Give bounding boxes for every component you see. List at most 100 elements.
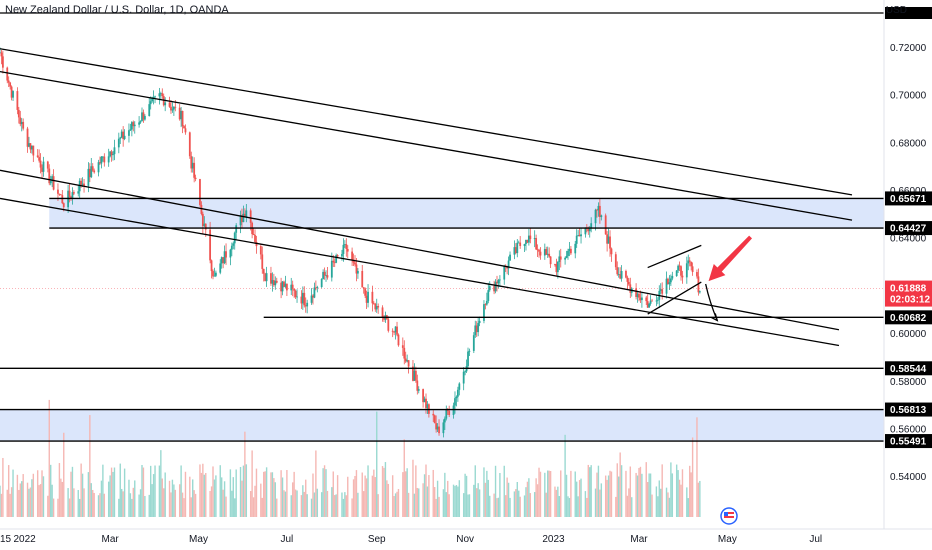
candle-body: [275, 280, 278, 283]
candle-body: [498, 279, 501, 281]
volume-bar: [19, 483, 21, 517]
candle: [564, 256, 567, 265]
volume-bar: [0, 485, 1, 517]
level-badge-3: 0.58544: [885, 361, 932, 376]
x-tick-label: Mar: [630, 534, 648, 545]
volume-bar: [618, 476, 620, 517]
candle: [36, 149, 39, 158]
candle: [61, 189, 64, 205]
candle: [493, 280, 496, 295]
candle: [171, 102, 174, 113]
candle: [559, 248, 562, 268]
candle-body: [304, 305, 307, 307]
candle-body: [584, 227, 587, 235]
candle: [97, 159, 100, 177]
volume-bar: [554, 486, 556, 517]
volume-bar: [184, 471, 187, 517]
candle: [442, 419, 445, 438]
candle-body: [588, 228, 591, 232]
candle: [610, 247, 613, 262]
candle-body: [49, 181, 52, 184]
volume-bar: [293, 471, 295, 517]
candle: [681, 270, 684, 284]
volume-bar: [699, 480, 701, 517]
candle-body: [0, 52, 3, 57]
candle: [242, 205, 245, 223]
candle: [372, 301, 375, 305]
candle: [265, 266, 268, 287]
candle: [536, 244, 539, 258]
candle-body: [171, 109, 174, 111]
volume-bar: [315, 450, 317, 517]
candle: [383, 315, 385, 322]
price-axis[interactable]: 0.720000.700000.680000.660000.640000.620…: [890, 43, 927, 483]
volume-bar: [651, 494, 653, 517]
y-tick-label: 0.64000: [890, 234, 927, 245]
volume-bar: [645, 462, 647, 517]
volume-bar: [320, 492, 323, 517]
candle-body: [107, 156, 110, 163]
volume-bar: [99, 493, 101, 517]
volume-bar: [405, 471, 407, 517]
volume-bar: [384, 462, 387, 517]
candle-body: [259, 246, 262, 255]
candle-body: [538, 249, 540, 252]
volume-bar: [597, 465, 600, 517]
candle: [529, 227, 532, 244]
candle-body: [435, 423, 438, 430]
volume-bar: [371, 475, 374, 517]
volume-bar: [223, 481, 226, 517]
volume-bar: [38, 485, 40, 517]
candle-body: [497, 280, 500, 284]
volume-bar: [281, 477, 284, 517]
candle-body: [456, 389, 459, 397]
time-axis[interactable]: 15 2022 Mar May Jul Sep Nov 2023 Mar May Jul: [0, 534, 822, 545]
volume-bar: [68, 498, 71, 517]
candle-body: [536, 249, 539, 251]
flag-icon[interactable]: [720, 507, 738, 525]
candle-body: [635, 288, 638, 298]
volume-bar: [686, 487, 688, 517]
candle: [539, 247, 542, 260]
candle: [507, 256, 510, 276]
volume-bar: [71, 466, 74, 517]
candle-body: [71, 192, 74, 199]
candle: [640, 292, 643, 308]
candle-body: [190, 156, 193, 169]
volume-bar: [200, 472, 203, 517]
candle: [680, 265, 682, 281]
candle-body: [517, 242, 520, 244]
volume-bar: [557, 486, 559, 517]
candle-body: [640, 297, 643, 301]
candle-body: [139, 121, 142, 123]
candle-body: [130, 122, 133, 130]
candle: [141, 107, 143, 122]
candle-body: [645, 297, 648, 302]
volume-bar: [345, 495, 348, 517]
candle-body: [414, 370, 417, 381]
candle-body: [690, 261, 693, 267]
level-badge-2-bg: [885, 310, 932, 325]
candle-body: [290, 284, 293, 291]
candle: [474, 320, 477, 338]
candle-body: [88, 168, 91, 178]
volume-bar: [607, 475, 610, 517]
volume-bar: [213, 479, 216, 517]
volume-bar: [144, 496, 146, 517]
candle: [638, 291, 640, 302]
candle-body: [354, 262, 356, 265]
candle: [241, 208, 243, 229]
volume-bar: [219, 465, 221, 517]
volume-bar: [455, 485, 458, 517]
volume-bar: [387, 483, 390, 517]
candle: [120, 129, 123, 139]
candle-body: [675, 270, 678, 276]
x-tick-label: Sep: [368, 534, 386, 545]
volume-bar: [567, 496, 569, 517]
candle-body: [80, 180, 83, 186]
volume-bar: [180, 465, 182, 517]
candle: [71, 187, 74, 205]
level-badge-0-bg: [885, 191, 932, 206]
candle-body: [620, 270, 623, 279]
